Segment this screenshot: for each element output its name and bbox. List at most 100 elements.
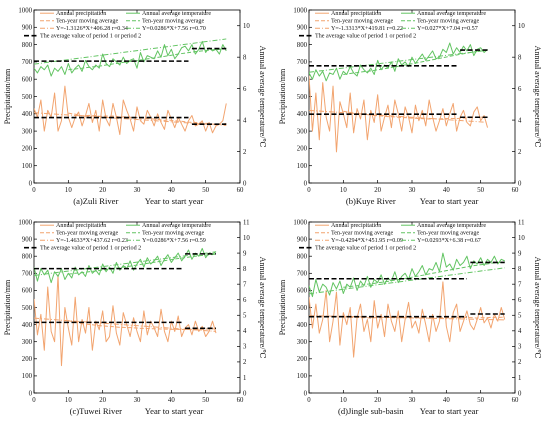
y-right-tick-label: 2 <box>518 359 522 366</box>
y-right-tick-label: 5 <box>243 313 247 320</box>
y-left-tick-label: 200 <box>297 356 308 363</box>
legend-label: The average value of period 1 or period … <box>315 33 416 40</box>
y-left-tick-label: 400 <box>22 322 33 329</box>
y-left-tick-label: 800 <box>22 254 33 261</box>
x-tick-label: 60 <box>512 397 519 404</box>
annual-precipitation-line <box>34 85 227 136</box>
panel-caption: (d)Jingle sub-basin <box>338 406 404 416</box>
y-right-tick-label: 6 <box>243 297 247 304</box>
y-left-tick-label: 1000 <box>293 7 307 14</box>
y-left-tick-label: 1000 <box>18 7 32 14</box>
y-right-tick-label: 10 <box>243 235 250 242</box>
legend-label: Annual precipitation <box>331 223 381 229</box>
y-right-tick-label: 4 <box>518 328 522 335</box>
x-axis-title: Year to start year <box>145 196 204 206</box>
y-right-tick-label: 2 <box>243 149 247 156</box>
y-left-tick-label: 100 <box>297 373 308 380</box>
temperature-trend-line <box>34 251 217 276</box>
chart-legend: Annual precipitation Annual average tempe… <box>24 223 211 252</box>
legend-label: Annual average temperature <box>417 223 486 229</box>
precipitation-moving-average-line <box>68 112 227 125</box>
x-tick-label: 0 <box>32 187 36 194</box>
x-tick-label: 50 <box>202 187 209 194</box>
y-right-tick-label: 9 <box>243 250 247 257</box>
legend-label: Ten-year moving average <box>331 19 393 25</box>
y-left-tick-label: 500 <box>297 94 308 101</box>
legend-label: Ten-year moving average <box>417 19 479 25</box>
legend-label: Y=-1.3126*X+406.28 r=0.34 <box>56 26 128 32</box>
panel-caption: (a)Zuli River <box>73 196 118 206</box>
legend-label: Y=-1.4633*X+437.62 r=0.23 <box>56 238 128 244</box>
legend-label: Y=0.0286*X+7.56 r=0.59 <box>142 238 206 244</box>
y-left-tick-label: 0 <box>304 180 308 187</box>
x-tick-label: 30 <box>409 397 416 404</box>
legend-label: Annual average temperature <box>142 223 211 229</box>
legend-label: Annual precipitation <box>56 223 106 229</box>
y-right-axis-title: Annual average temperature/℃ <box>533 46 542 148</box>
y-right-tick-label: 8 <box>243 266 247 273</box>
legend-label: Y=0.027*X+7.04 r=0.57 <box>417 26 478 32</box>
y-left-tick-label: 300 <box>22 128 33 135</box>
x-tick-label: 0 <box>32 397 36 404</box>
precipitation-trend-line <box>34 112 227 126</box>
x-tick-label: 30 <box>134 397 141 404</box>
y-left-tick-label: 800 <box>297 42 308 49</box>
legend-label: The average value of period 1 or period … <box>315 245 416 252</box>
y-right-axis-title: Annual average temperature/℃ <box>258 257 267 359</box>
chart-legend: Annual precipitation Annual average tempe… <box>299 11 486 40</box>
y-right-tick-label: 8 <box>518 266 522 273</box>
legend-label: Ten-year moving average <box>331 231 393 237</box>
legend-label: The average value of period 1 or period … <box>40 245 141 252</box>
legend-label: Annual precipitation <box>331 11 381 17</box>
y-right-tick-label: 6 <box>518 297 522 304</box>
y-left-tick-label: 1000 <box>293 219 307 226</box>
chart-panel-b: 0 10 20 30 40 50 60010020030040050060070080090… <box>278 7 542 206</box>
annual-precipitation-line <box>34 274 217 367</box>
temperature-trend-line <box>309 267 505 295</box>
x-tick-label: 60 <box>237 397 244 404</box>
x-tick-label: 30 <box>134 187 141 194</box>
y-left-tick-label: 0 <box>304 390 308 397</box>
y-left-tick-label: 100 <box>22 373 33 380</box>
y-left-tick-label: 500 <box>297 305 308 312</box>
temperature-moving-average-line <box>343 49 488 75</box>
chart-panel-a: 0 10 20 30 40 50 60010020030040050060070080090… <box>3 7 267 206</box>
legend-label: Annual average temperature <box>142 11 211 17</box>
y-left-tick-label: 700 <box>22 59 33 66</box>
y-right-tick-label: 1 <box>243 375 246 382</box>
y-right-axis-title: Annual average temperature/℃ <box>533 257 542 359</box>
x-tick-label: 10 <box>65 397 72 404</box>
temperature-moving-average-line <box>68 48 227 71</box>
y-left-tick-label: 700 <box>297 59 308 66</box>
y-left-tick-label: 400 <box>297 322 308 329</box>
precipitation-moving-average-line <box>343 316 505 319</box>
y-left-tick-label: 900 <box>22 236 33 243</box>
y-left-tick-label: 700 <box>22 271 33 278</box>
x-tick-label: 40 <box>168 397 175 404</box>
precipitation-trend-line <box>34 317 217 332</box>
x-tick-label: 60 <box>512 187 519 194</box>
y-left-tick-label: 600 <box>22 288 33 295</box>
x-tick-label: 40 <box>443 187 450 194</box>
y-left-tick-label: 200 <box>297 146 308 153</box>
x-tick-label: 20 <box>374 397 381 404</box>
x-tick-label: 50 <box>477 397 484 404</box>
y-right-tick-label: 2 <box>518 149 522 156</box>
x-tick-label: 20 <box>99 187 106 194</box>
y-right-tick-label: 11 <box>518 219 525 226</box>
series-layer <box>309 252 506 358</box>
y-right-tick-label: 5 <box>518 313 522 320</box>
legend-label: The average value of period 1 or period … <box>40 33 141 40</box>
y-right-tick-label: 4 <box>243 328 247 335</box>
x-tick-label: 20 <box>374 187 381 194</box>
annual-precipitation-line <box>309 75 489 153</box>
y-left-tick-label: 900 <box>22 25 33 32</box>
precipitation-moving-average-line <box>343 110 488 120</box>
temperature-moving-average-line <box>343 261 505 288</box>
x-tick-label: 0 <box>307 187 311 194</box>
y-left-tick-label: 300 <box>297 339 308 346</box>
legend-label: Annual precipitation <box>56 11 106 17</box>
annual-precipitation-line <box>309 281 506 358</box>
y-left-tick-label: 500 <box>22 94 33 101</box>
y-left-tick-label: 800 <box>22 42 33 49</box>
